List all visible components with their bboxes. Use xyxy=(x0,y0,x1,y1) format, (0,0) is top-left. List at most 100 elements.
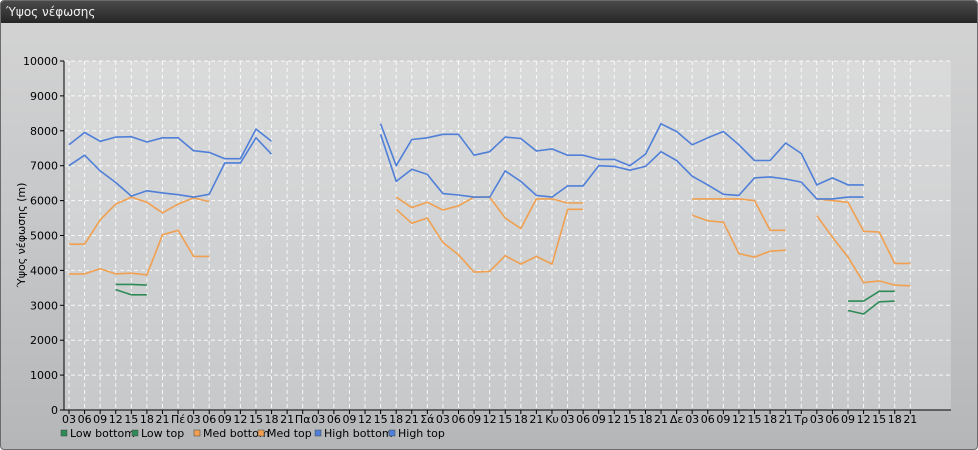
legend-label: Low top xyxy=(141,427,184,440)
series-line xyxy=(692,198,786,232)
series-low-bottom xyxy=(115,288,895,315)
x-tick-label: 03 xyxy=(436,413,450,426)
y-tick-labels: 0 1000 2000 3000 4000 5000 6000 7000 8000 9000 100… xyxy=(23,55,64,417)
x-tick-label: 18 xyxy=(389,413,403,426)
x-tick-label: 09 xyxy=(93,413,107,426)
x-tick-label: Πέ xyxy=(171,413,185,426)
x-tick-label: 18 xyxy=(763,413,777,426)
x-tick-label: 15 xyxy=(498,413,512,426)
x-tick-label: Πα xyxy=(295,413,311,426)
legend-item: High top xyxy=(388,427,445,440)
y-tick-label: 3000 xyxy=(30,299,58,312)
x-tick-label: Κυ xyxy=(545,413,559,426)
series-line xyxy=(69,229,210,276)
legend-item: High bottom xyxy=(314,427,393,440)
x-tick-label: 09 xyxy=(218,413,232,426)
x-tick-label: 09 xyxy=(342,413,356,426)
x-tick-label: Σά xyxy=(420,413,434,426)
x-tick-label: 06 xyxy=(78,413,92,426)
y-tick-label: 10000 xyxy=(23,55,58,68)
x-tick-label: 03 xyxy=(62,413,76,426)
series-line xyxy=(379,123,864,186)
x-tick-label: 09 xyxy=(592,413,606,426)
x-tick-label: 15 xyxy=(872,413,886,426)
x-tick-label: 12 xyxy=(857,413,871,426)
series-high-bottom xyxy=(68,134,864,200)
x-tick-label: 12 xyxy=(483,413,497,426)
x-tick-label: 12 xyxy=(109,413,123,426)
series-line xyxy=(115,288,147,296)
x-tick-label: 21 xyxy=(779,413,793,426)
x-tick-label: 12 xyxy=(233,413,247,426)
legend-swatch xyxy=(314,429,322,437)
x-tick-label: 03 xyxy=(187,413,201,426)
legend-label: Med bottom xyxy=(203,427,270,440)
series-line xyxy=(68,137,273,198)
x-tick-label: 21 xyxy=(903,413,917,426)
series-line xyxy=(848,290,895,302)
legend-label: Low bottom xyxy=(70,427,135,440)
series-line xyxy=(68,128,272,160)
legend-swatch xyxy=(60,429,68,437)
legend-swatch xyxy=(193,429,201,437)
x-tick-label: 15 xyxy=(124,413,138,426)
legend-item: Med top xyxy=(257,427,312,440)
x-tick-label: 15 xyxy=(623,413,637,426)
series-line xyxy=(115,283,147,286)
y-tick-label: 0 xyxy=(51,404,58,417)
x-tick-label: 18 xyxy=(514,413,528,426)
x-tick-label: 15 xyxy=(249,413,263,426)
legend-label: Med top xyxy=(267,427,312,440)
x-tick-label: Δε xyxy=(670,413,684,426)
x-tick-label: 06 xyxy=(825,413,839,426)
x-tick-label: 06 xyxy=(202,413,216,426)
legend-swatch xyxy=(257,429,265,437)
legend-item: Med bottom xyxy=(193,427,270,440)
series-med-bottom xyxy=(69,208,911,287)
y-tick-label: 8000 xyxy=(30,125,58,138)
x-tick-label: 06 xyxy=(327,413,341,426)
series-line xyxy=(847,300,895,315)
series-line xyxy=(691,214,786,258)
x-tick-label: 09 xyxy=(467,413,481,426)
x-tick-label: 03 xyxy=(810,413,824,426)
y-axis-title: Ύψος νέφωσης (m) xyxy=(15,183,28,289)
x-tick-label: 03 xyxy=(685,413,699,426)
x-tick-label: Τρ xyxy=(793,413,808,426)
x-tick-label: 12 xyxy=(732,413,746,426)
legend-item: Low bottom xyxy=(60,427,135,440)
y-tick-label: 2000 xyxy=(30,334,58,347)
y-tick-label: 7000 xyxy=(30,160,58,173)
y-tick-label: 4000 xyxy=(30,264,58,277)
x-tick-label: 21 xyxy=(529,413,543,426)
y-tick-label: 1000 xyxy=(30,369,58,382)
y-tick-label: 5000 xyxy=(30,230,58,243)
grid xyxy=(64,60,951,410)
legend-swatch xyxy=(388,429,396,437)
legend-label: High top xyxy=(398,427,445,440)
series-line xyxy=(816,198,911,265)
x-tick-label: 21 xyxy=(155,413,169,426)
x-tick-label: 18 xyxy=(888,413,902,426)
x-tick-label: 18 xyxy=(140,413,154,426)
x-tick-label: 06 xyxy=(576,413,590,426)
series-line xyxy=(69,196,210,245)
x-tick-label: 21 xyxy=(280,413,294,426)
series-line xyxy=(379,134,864,200)
x-tick-label: 18 xyxy=(265,413,279,426)
x-tick-label: 15 xyxy=(374,413,388,426)
legend-swatch xyxy=(131,429,139,437)
x-tick-label: 03 xyxy=(311,413,325,426)
series-line xyxy=(816,215,911,287)
x-tick-label: 21 xyxy=(654,413,668,426)
x-tick-label: 06 xyxy=(452,413,466,426)
x-tick-label: 12 xyxy=(607,413,621,426)
x-tick-label: 12 xyxy=(358,413,372,426)
series-high-top xyxy=(68,123,864,186)
series-low-top xyxy=(115,283,895,302)
x-tick-labels: 03 06 09 12 15 18 21 Πέ 03 06 09 12 15 18 21 Πα 03 06 09 12… xyxy=(62,410,917,426)
x-tick-label: 09 xyxy=(716,413,730,426)
